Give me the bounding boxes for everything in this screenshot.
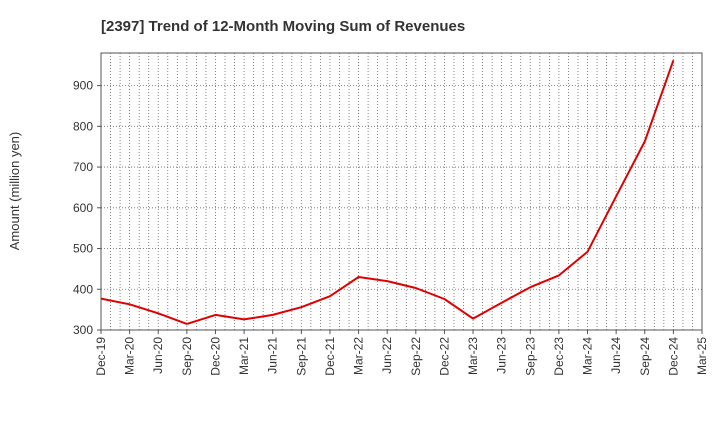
y-tick-label: 800 <box>73 119 93 133</box>
x-tick-label: Mar-25 <box>695 337 709 375</box>
x-tick-label: Sep-20 <box>180 337 194 376</box>
x-tick-label: Mar-22 <box>352 337 366 375</box>
x-tick-label: Jun-20 <box>151 337 165 374</box>
x-tick-label: Sep-22 <box>409 337 423 376</box>
x-tick-label: Jun-22 <box>380 337 394 374</box>
y-tick-label: 500 <box>73 242 93 256</box>
x-tick-label: Sep-24 <box>638 337 652 376</box>
x-tick-label: Sep-23 <box>523 337 537 376</box>
y-tick-labels: 300 400 500 600 700 800 900 <box>73 79 101 337</box>
x-tick-label: Mar-24 <box>581 337 595 375</box>
x-tick-label: Dec-24 <box>666 337 680 376</box>
chart-title: [2397] Trend of 12-Month Moving Sum of R… <box>101 18 465 35</box>
x-tick-label: Dec-21 <box>323 337 337 376</box>
plot-frame <box>100 52 703 331</box>
x-tick-label: Mar-23 <box>466 337 480 375</box>
y-tick-label: 900 <box>73 79 93 93</box>
x-tick-labels: Dec-19 Mar-20 Jun-20 Sep-20 Dec-20 Mar-21 Jun-… <box>94 330 709 376</box>
x-tick-label: Dec-20 <box>208 337 222 376</box>
y-tick-label: 400 <box>73 282 93 296</box>
y-axis-label: Amount (million yen) <box>7 132 22 251</box>
x-tick-label: Dec-23 <box>552 337 566 376</box>
y-tick-label: 600 <box>73 201 93 215</box>
x-tick-label: Sep-21 <box>294 337 308 376</box>
x-tick-label: Mar-21 <box>237 337 251 375</box>
grid <box>101 53 702 330</box>
x-tick-label: Mar-20 <box>123 337 137 375</box>
x-tick-label: Dec-19 <box>94 337 108 376</box>
y-tick-label: 700 <box>73 160 93 174</box>
series <box>100 59 675 325</box>
y-tick-label: 300 <box>73 323 93 337</box>
x-tick-label: Jun-24 <box>609 337 623 374</box>
x-tick-label: Jun-21 <box>266 337 280 374</box>
x-tick-label: Jun-23 <box>495 337 509 374</box>
x-tick-label: Dec-22 <box>437 337 451 376</box>
